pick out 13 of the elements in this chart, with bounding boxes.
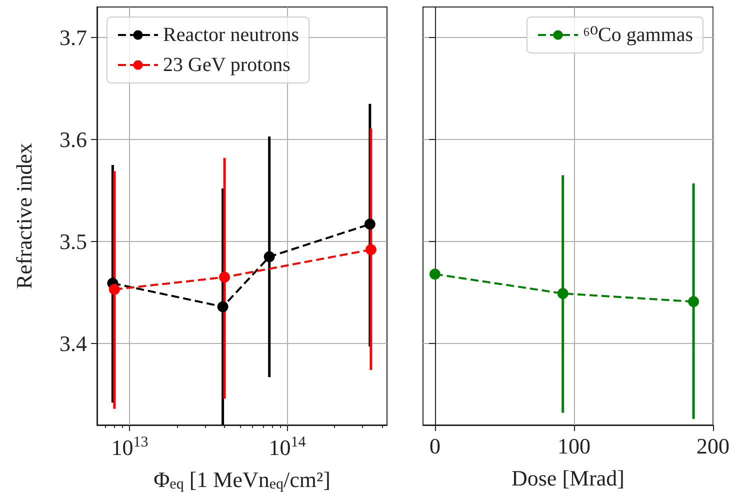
- legend-label: Reactor neutrons: [163, 24, 300, 46]
- y-tick-label: 3.7: [60, 25, 87, 50]
- legend-label: ⁶⁰Co gammas: [583, 24, 694, 46]
- x-axis-title: Dose [Mrad]: [511, 466, 625, 490]
- y-tick-label: 3.5: [60, 228, 87, 254]
- x-tick-label: 0: [429, 434, 440, 458]
- y-tick-label: 3.6: [60, 127, 87, 152]
- x-axis-title: Φeq [1 MeVneq/cm²]: [154, 467, 330, 492]
- y-axis-title: Refractive index: [12, 143, 36, 289]
- legend-label: 23 GeV protons: [163, 54, 291, 76]
- x-tick-label: 100: [557, 434, 590, 458]
- y-tick-label: 3.4: [60, 330, 87, 356]
- x-tick-label: 200: [696, 434, 730, 458]
